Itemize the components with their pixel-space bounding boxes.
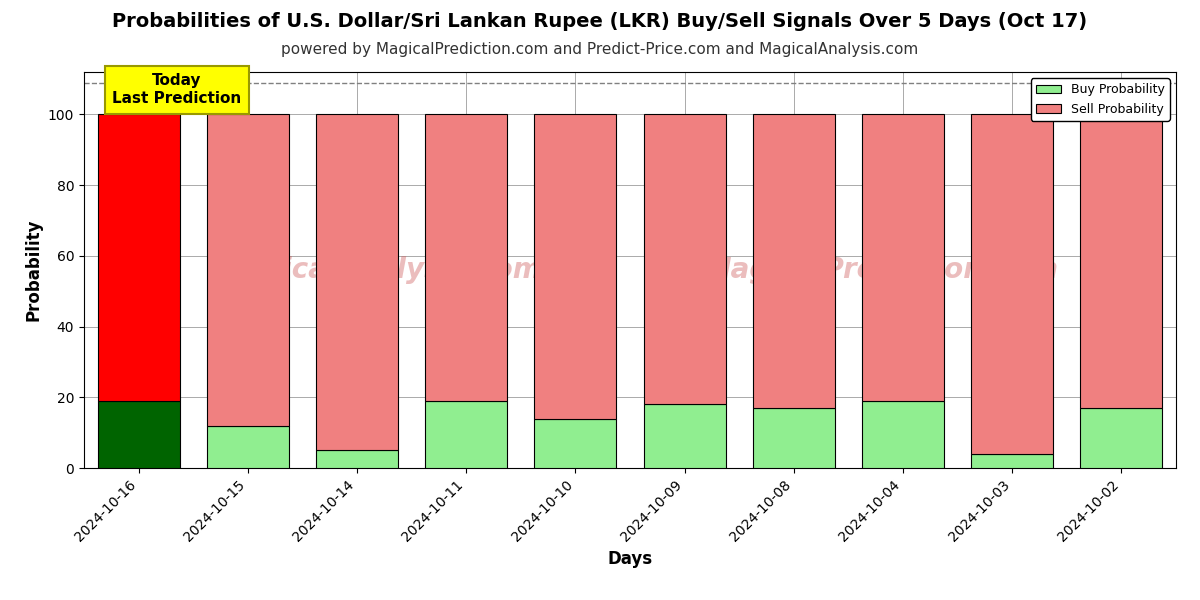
Bar — [206, 115, 289, 425]
Y-axis label: Probability: Probability — [24, 219, 42, 321]
Bar — [206, 425, 289, 468]
Bar — [1080, 408, 1163, 468]
Bar — [425, 115, 508, 401]
Bar — [534, 115, 617, 419]
Bar — [534, 419, 617, 468]
Bar — [752, 408, 835, 468]
Bar — [862, 401, 944, 468]
Bar — [316, 451, 398, 468]
Legend: Buy Probability, Sell Probability: Buy Probability, Sell Probability — [1031, 78, 1170, 121]
Bar — [643, 115, 726, 404]
Bar — [862, 115, 944, 401]
Bar — [971, 454, 1054, 468]
Bar — [971, 115, 1054, 454]
Bar — [316, 115, 398, 451]
Text: MagicalPrediction.com: MagicalPrediction.com — [703, 256, 1058, 284]
Bar — [643, 404, 726, 468]
Bar — [97, 401, 180, 468]
Bar — [425, 401, 508, 468]
Bar — [752, 115, 835, 408]
X-axis label: Days: Days — [607, 550, 653, 568]
Bar — [97, 115, 180, 401]
Text: MagicalAnalysis.com: MagicalAnalysis.com — [216, 256, 541, 284]
Text: powered by MagicalPrediction.com and Predict-Price.com and MagicalAnalysis.com: powered by MagicalPrediction.com and Pre… — [281, 42, 919, 57]
Text: Today
Last Prediction: Today Last Prediction — [112, 73, 241, 106]
Text: Probabilities of U.S. Dollar/Sri Lankan Rupee (LKR) Buy/Sell Signals Over 5 Days: Probabilities of U.S. Dollar/Sri Lankan … — [113, 12, 1087, 31]
Bar — [1080, 115, 1163, 408]
